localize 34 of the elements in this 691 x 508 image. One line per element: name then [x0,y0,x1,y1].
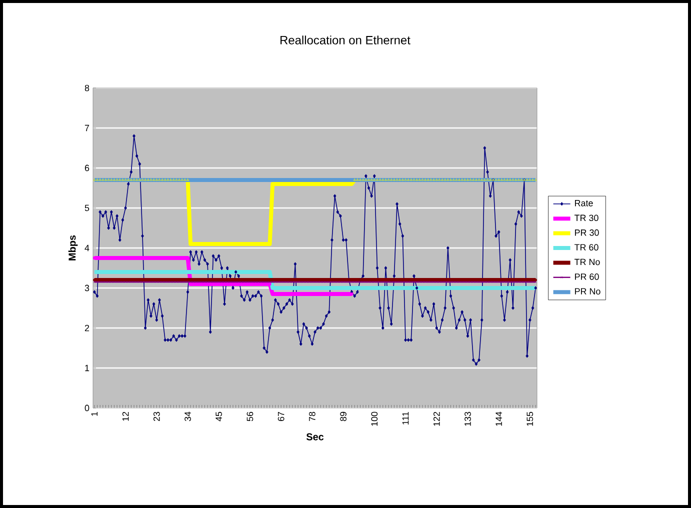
y-tick-label: 0 [84,404,90,412]
legend-label: TR 60 [574,244,598,251]
legend-label: PR No [575,288,600,295]
legend-label: PR 60 [575,274,599,280]
x-tick-label: 111 [402,412,409,424]
x-tick-label: 23 [153,412,160,422]
y-tick-label: 6 [84,164,90,172]
legend-label: TR No [574,258,600,266]
legend-label: Rate [575,200,593,206]
x-tick-label: 45 [216,412,222,422]
y-tick-label: 3 [84,284,90,292]
legend-label: PR 30 [575,229,599,236]
x-tick-label: 12 [122,412,129,421]
x-tick-label: 89 [340,412,346,422]
x-tick-label: 67 [278,412,284,422]
x-tick-label: 133 [464,412,471,426]
x-tick-label: 144 [496,412,502,426]
chart-title: Reallocation on Ethernet [280,36,410,44]
x-tick-label: 122 [433,412,440,426]
y-tick-label: 8 [84,84,90,92]
x-tick-label: 155 [526,412,534,426]
y-tick-label: 5 [84,204,90,212]
y-tick-label: 1 [85,364,90,372]
x-tick-label: 78 [309,412,316,422]
y-tick-label: 7 [84,124,90,132]
legend-label: TR 30 [574,214,598,222]
y-tick-label: 4 [84,244,90,252]
x-tick-label: 1 [91,412,98,416]
x-axis-title: Sec [306,433,324,440]
x-tick-label: 34 [184,412,191,422]
y-tick-label: 2 [84,324,90,332]
x-tick-label: 56 [246,412,254,422]
x-tick-label: 100 [371,412,378,426]
y-axis-title: Mbps [68,235,78,260]
